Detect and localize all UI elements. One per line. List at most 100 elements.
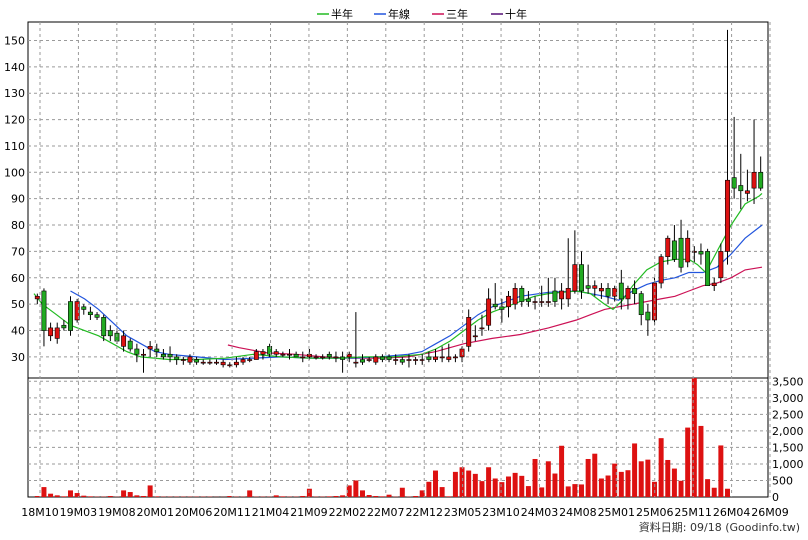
candle-up (685, 237, 691, 263)
volume-tick-label: 500 (772, 474, 793, 487)
volume-bar (492, 478, 498, 497)
candle-down (94, 314, 100, 318)
candle-up (718, 251, 724, 279)
volume-bar (413, 496, 419, 497)
candle-down (267, 346, 273, 355)
x-tick-label: 18M10 (21, 506, 59, 519)
candle-up (220, 361, 226, 366)
candle-up (346, 353, 352, 358)
volume-bar (107, 496, 113, 497)
volume-bar (579, 484, 584, 497)
volume-bar (665, 459, 671, 497)
candle-up (313, 356, 319, 359)
x-tick-label: 22M07 (367, 506, 405, 519)
candle-down (61, 324, 67, 329)
candle-up (452, 356, 458, 359)
x-tick-label: 25M01 (598, 506, 636, 519)
x-tick-label: 19M03 (60, 506, 98, 519)
candle-up (333, 356, 339, 359)
candle-down (605, 288, 611, 297)
price-tick-label: 50 (11, 298, 25, 311)
candle-down (645, 311, 651, 321)
candle-down (340, 356, 346, 360)
volume-bar (512, 472, 518, 497)
volume-bar (592, 453, 598, 497)
candle-up (559, 290, 565, 300)
volume-bar (452, 471, 458, 497)
candle-up (253, 351, 259, 360)
volume-bar (605, 475, 611, 497)
volume-bar (685, 427, 691, 497)
candle-down (705, 251, 711, 287)
candle-up (353, 361, 359, 364)
candle-up (74, 301, 80, 321)
price-tick-label: 30 (11, 351, 25, 364)
candle-up (439, 356, 445, 359)
volume-bar (48, 493, 54, 497)
volume-bar (705, 479, 711, 497)
candle-up (240, 359, 246, 363)
volume-bar (552, 473, 558, 497)
price-tick-label: 140 (4, 61, 25, 74)
candle-up (273, 351, 279, 355)
volume-bar (61, 496, 67, 497)
price-tick-label: 90 (11, 193, 25, 206)
candle-down (525, 298, 531, 302)
x-tick-label: 22M02 (329, 506, 367, 519)
x-tick-label: 23M10 (482, 506, 520, 519)
candle-down (399, 359, 405, 363)
candle-down (731, 177, 737, 189)
volume-bar (638, 461, 644, 497)
volume-bar (68, 490, 73, 497)
volume-bar (34, 496, 40, 497)
x-axis: 18M10 19M03 19M08 20M01 20M06 20M11 21M04 21M09… (21, 22, 789, 519)
candle-up (300, 356, 306, 359)
candle-down (426, 356, 432, 360)
volume-bar (147, 485, 153, 497)
volume-bar (652, 481, 657, 497)
candle-down (379, 356, 385, 360)
candle-down (638, 293, 644, 316)
candle-up (658, 256, 664, 284)
price-tick-label: 130 (4, 87, 25, 100)
volume-bar (671, 468, 677, 497)
candle-down (678, 237, 684, 268)
candle-down (492, 303, 498, 308)
volume-bar (340, 495, 346, 497)
candle-down (698, 251, 704, 255)
volume-bar (711, 487, 717, 497)
candle-down (618, 282, 624, 300)
x-tick-label: 24M03 (521, 506, 559, 519)
candle-up (366, 359, 372, 361)
volume-bar (725, 488, 730, 497)
candle-down (134, 348, 140, 355)
volume-bar (386, 494, 392, 497)
volume-tick-label: 3,500 (772, 375, 804, 388)
candle-up (625, 288, 631, 300)
volume-bar (612, 463, 618, 497)
candle-down (167, 353, 173, 358)
candle-up (247, 359, 253, 361)
volume-bar (353, 480, 359, 497)
candle-up (506, 295, 511, 308)
candle-up (612, 288, 618, 297)
candle-down (174, 356, 180, 360)
x-tick-label: 20M06 (175, 506, 213, 519)
volume-bar (499, 482, 505, 497)
candle-up (393, 359, 399, 361)
ma-three-line (227, 266, 763, 359)
volume-bar (366, 495, 372, 497)
candle-up (532, 301, 538, 303)
candle-up (652, 282, 657, 321)
x-tick-label: 22M12 (405, 506, 443, 519)
x-tick-label: 23M05 (444, 506, 482, 519)
price-tick-label: 150 (4, 34, 25, 47)
candle-down (101, 317, 107, 337)
candle-up (280, 353, 286, 356)
volume-bar (227, 496, 233, 497)
candle-down (41, 290, 47, 331)
volume-bar (532, 458, 538, 497)
candle-up (48, 327, 54, 337)
volume-bar (559, 445, 565, 497)
